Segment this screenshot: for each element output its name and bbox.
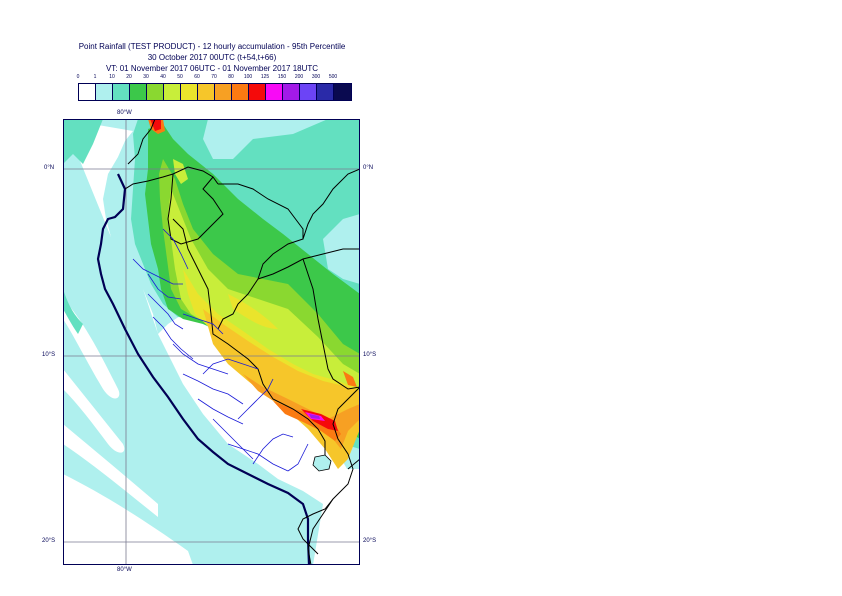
legend-tick-label: 40: [160, 74, 166, 80]
legend-swatch: [96, 84, 113, 100]
color-legend: 0 1 10 20 30 40 50 60 70 80 100 125 150 200 300 500: [76, 74, 352, 104]
lon-label-top: 80°W: [117, 110, 132, 116]
title-line-1: Point Rainfall (TEST PRODUCT) - 12 hourl…: [78, 42, 346, 51]
lat-label-right-10: 10°S: [363, 352, 377, 358]
legend-swatch: [317, 84, 334, 100]
legend-tick-label: 500: [328, 74, 338, 80]
legend-tick-label: 60: [194, 74, 200, 80]
legend-tick-label: 70: [211, 74, 217, 80]
legend-tick-label: 10: [109, 74, 115, 80]
legend-tick-label: 80: [228, 74, 234, 80]
legend-swatch: [181, 84, 198, 100]
legend-tick-label: 150: [277, 74, 287, 80]
legend-tick-label: 0: [76, 74, 80, 80]
lat-label-left-20: 20°S: [42, 538, 56, 544]
legend-tick-label: 200: [294, 74, 304, 80]
lon-label-bottom: 80°W: [117, 567, 132, 573]
legend-swatch: [147, 84, 164, 100]
legend-swatch: [266, 84, 283, 100]
legend-swatch: [232, 84, 249, 100]
legend-swatch: [300, 84, 317, 100]
legend-tick-label: 125: [260, 74, 270, 80]
legend-tick-label: 100: [243, 74, 253, 80]
lat-label-right-20: 20°S: [363, 538, 377, 544]
rain-80-100-zone: [273, 401, 341, 441]
title-line-3: VT: 01 November 2017 06UTC - 01 November…: [105, 64, 319, 73]
title-line-2: 30 October 2017 00UTC (t+54,t+66): [147, 53, 277, 62]
legend-swatch: [130, 84, 147, 100]
lat-label-left-10: 10°S: [42, 352, 56, 358]
lake: [312, 454, 332, 472]
legend-tick-label: 50: [177, 74, 183, 80]
legend-swatch: [113, 84, 130, 100]
legend-swatch: [79, 84, 96, 100]
legend-swatch: [334, 84, 351, 100]
legend-tick-label: 20: [126, 74, 132, 80]
rain-150-200-zone: [309, 414, 320, 419]
rain-40-50-zone: [168, 189, 360, 424]
legend-swatch: [198, 84, 215, 100]
coastline: [96, 173, 311, 565]
lat-label-left-0: 0°N: [44, 165, 55, 171]
legend-tick-label: 1: [93, 74, 97, 80]
admin-boundaries: [132, 228, 309, 472]
legend-swatch: [215, 84, 232, 100]
legend-tick-label: 30: [143, 74, 149, 80]
legend-swatch: [283, 84, 300, 100]
legend-swatches: [78, 83, 352, 101]
country-borders: [124, 119, 360, 565]
legend-swatch: [164, 84, 181, 100]
legend-swatch: [249, 84, 266, 100]
map-frame: [63, 119, 360, 565]
lat-label-right-0: 0°N: [363, 165, 374, 171]
rainfall-map: [63, 119, 360, 565]
legend-tick-label: 300: [311, 74, 321, 80]
